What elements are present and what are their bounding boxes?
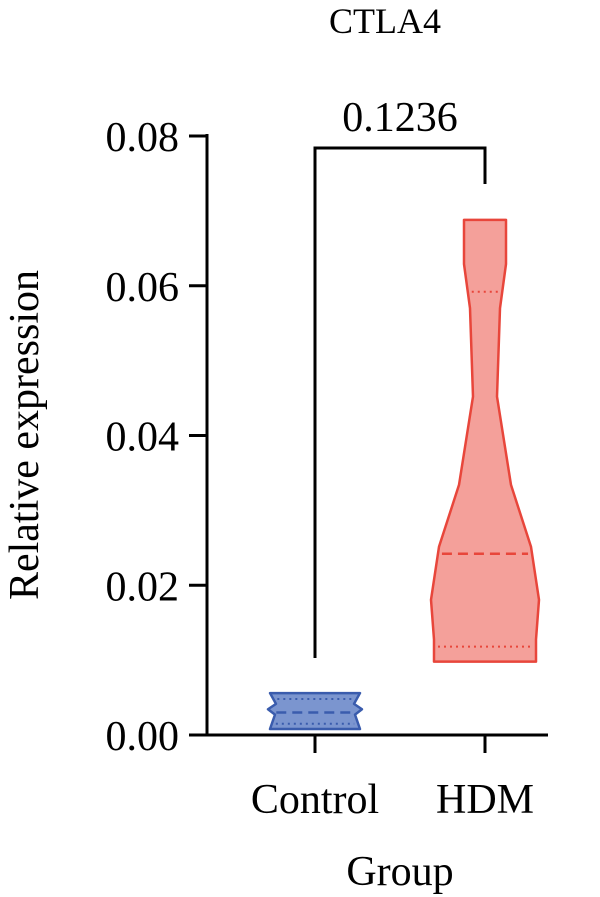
x-axis-label: Group <box>346 849 453 895</box>
y-tick-label: 0.04 <box>106 415 180 461</box>
chart-title: CTLA4 <box>329 1 441 41</box>
violin-control <box>266 691 364 731</box>
violins <box>266 218 541 731</box>
x-ticks: Control HDM <box>251 735 534 823</box>
y-tick-label: 0.00 <box>106 714 180 760</box>
y-tick-label: 0.02 <box>106 564 180 610</box>
significance-bracket: 0.1236 <box>313 95 487 658</box>
x-tick-label: Control <box>251 777 379 823</box>
x-tick-label: HDM <box>436 777 534 823</box>
y-ticks: 0.00 0.02 0.04 0.06 0.08 <box>106 115 207 760</box>
y-tick-label: 0.08 <box>106 115 180 161</box>
violin-hdm <box>429 218 541 663</box>
bracket-line <box>313 146 487 658</box>
y-axis-label: Relative expression <box>2 270 48 600</box>
p-value-label: 0.1236 <box>342 95 458 141</box>
y-tick-label: 0.06 <box>106 265 180 311</box>
